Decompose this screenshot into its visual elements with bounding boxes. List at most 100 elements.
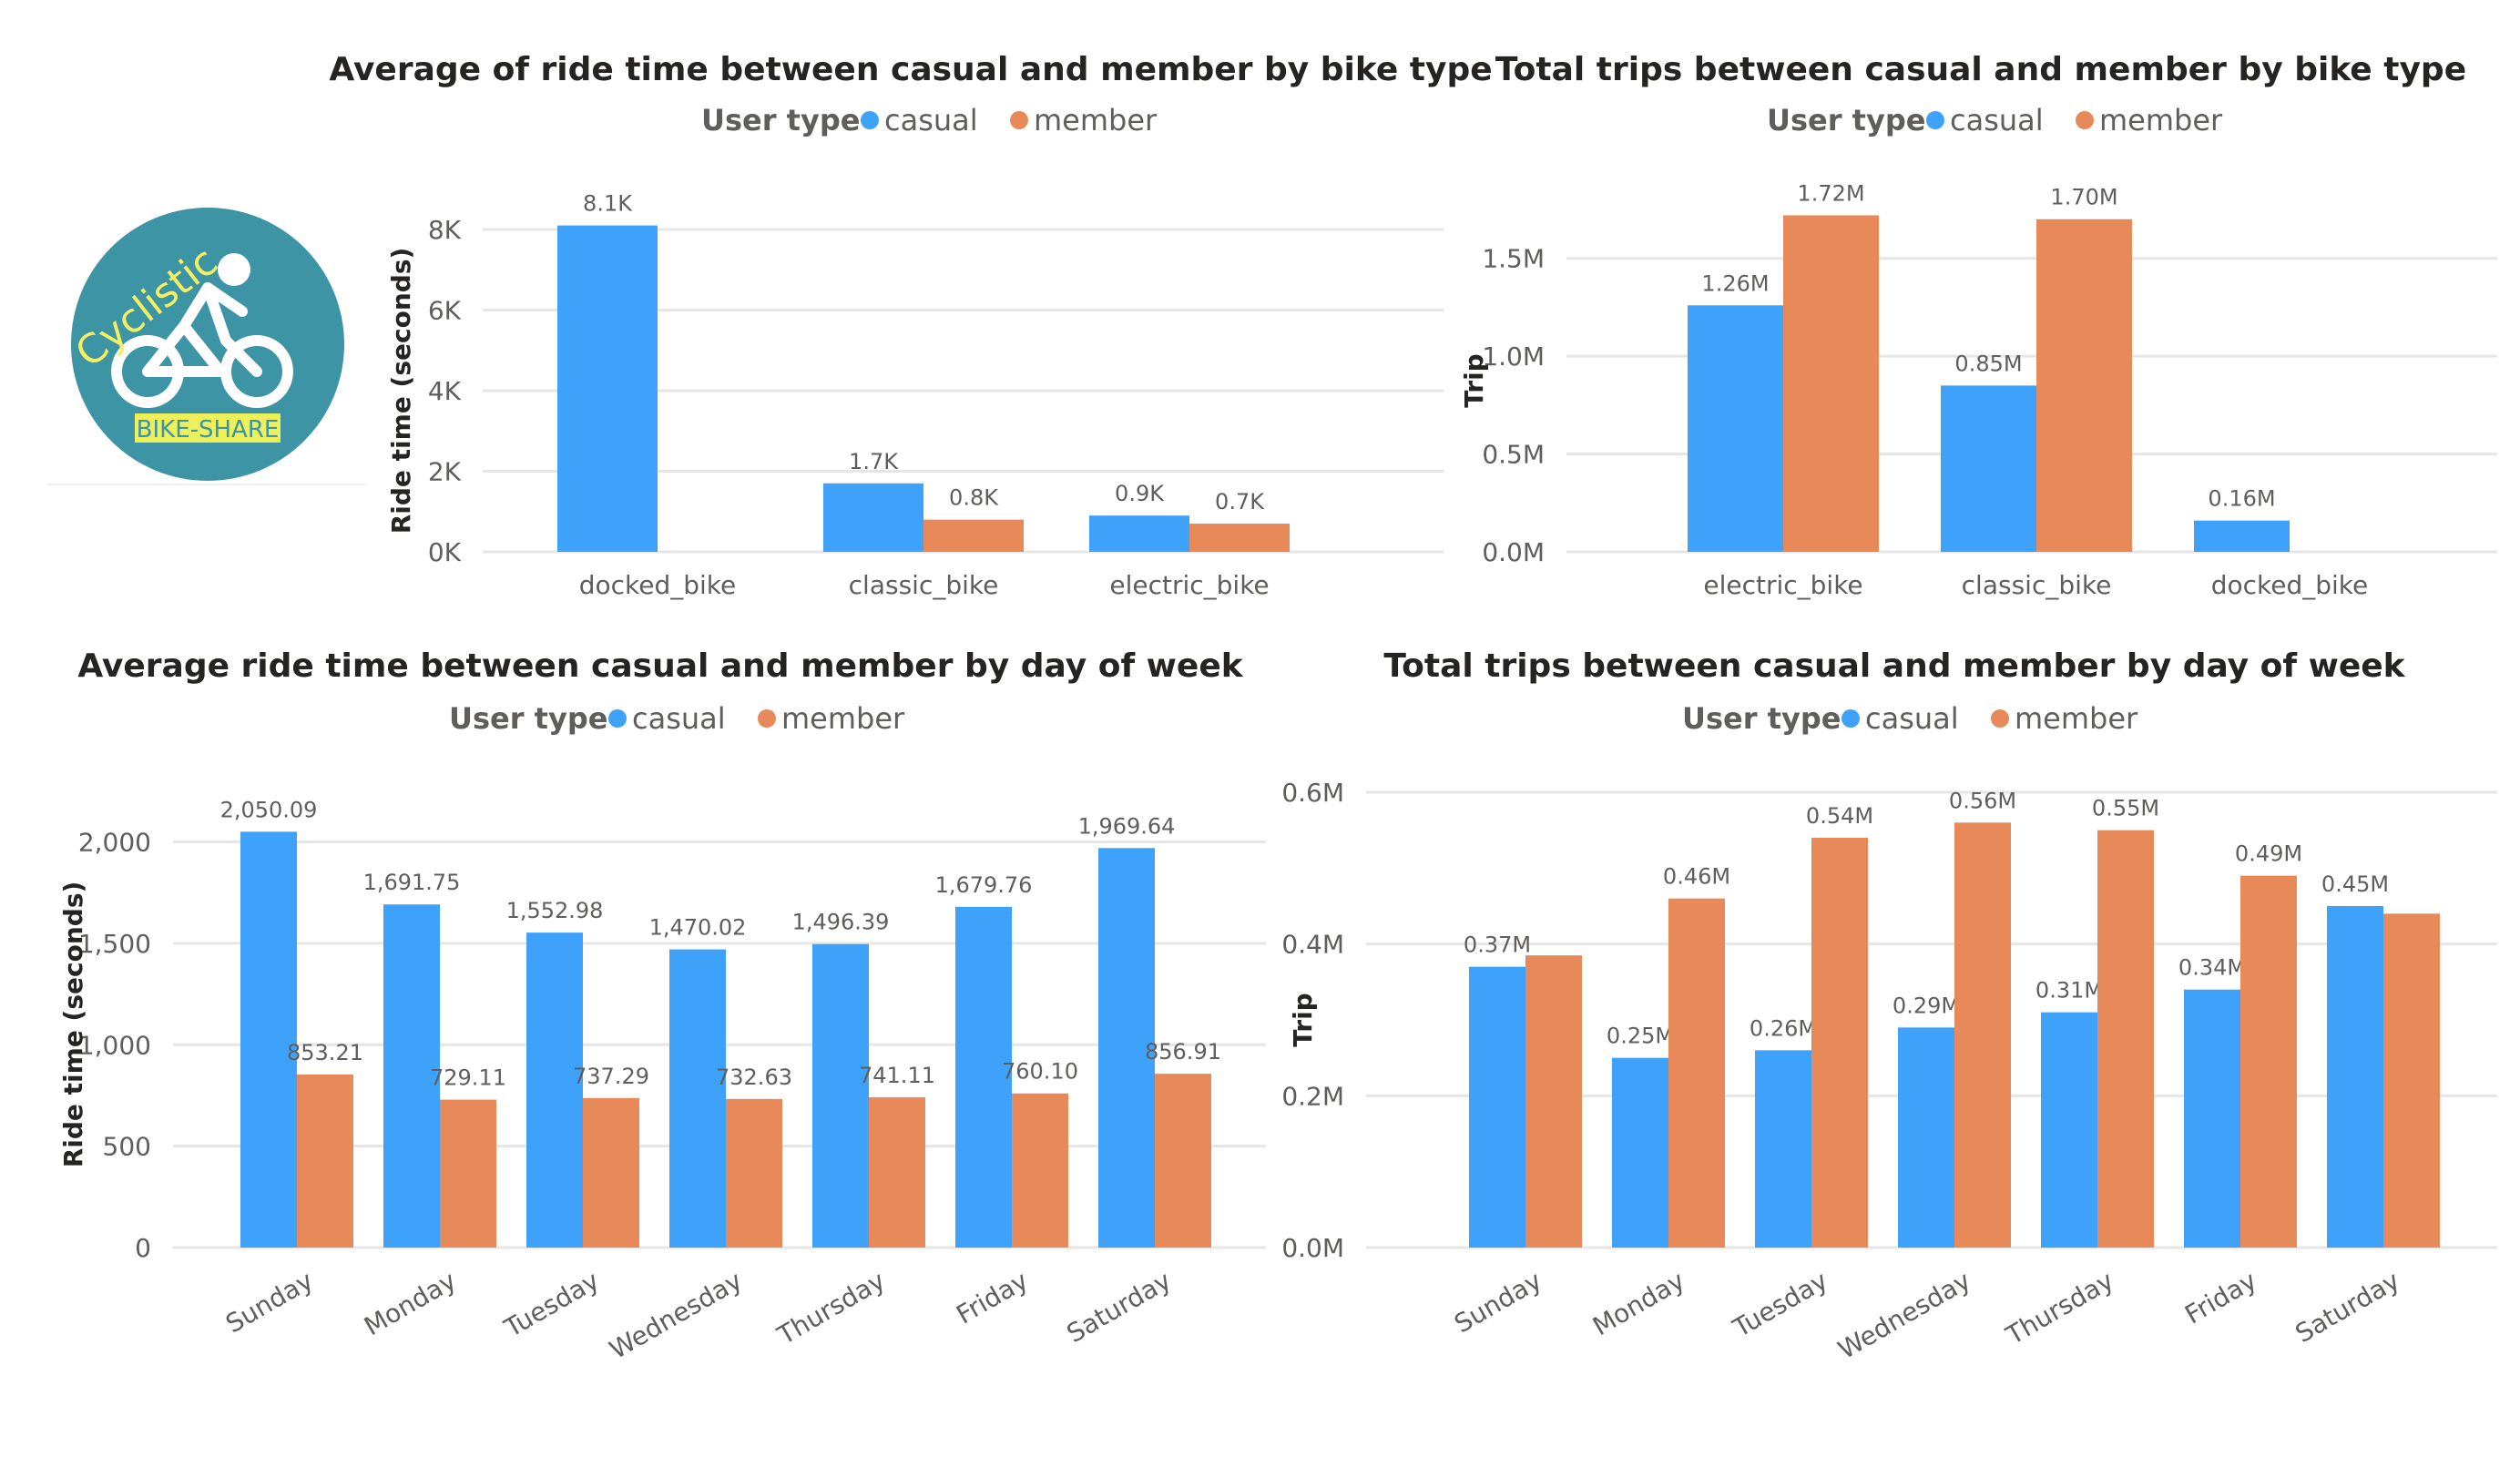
legend-item-casual[interactable]: casual <box>1950 103 2044 138</box>
data-label: 1,691.75 <box>363 870 461 895</box>
legend-item-casual[interactable]: casual <box>632 701 726 736</box>
bar-casual[interactable] <box>1941 385 2036 552</box>
data-label: 0.26M <box>1750 1015 1817 1041</box>
bar-casual[interactable] <box>1612 1057 1668 1248</box>
data-label: 0.56M <box>1949 788 2016 813</box>
y-axis-title: Trip <box>1459 353 1489 407</box>
legend-item-member[interactable]: member <box>781 701 905 736</box>
bar-casual[interactable] <box>1688 305 1783 552</box>
data-label: 853.21 <box>287 1040 363 1065</box>
data-label: 1.26M <box>1701 270 1769 296</box>
bar-member[interactable] <box>1954 822 2011 1248</box>
bar-member[interactable] <box>1668 898 1725 1248</box>
legend-item-member[interactable]: member <box>2099 103 2223 138</box>
data-label: 1,496.39 <box>792 910 890 935</box>
y-axis-title: Ride time (seconds) <box>58 881 88 1168</box>
logo-circle <box>71 208 344 481</box>
x-tick-label: Wednesday <box>1833 1265 1976 1365</box>
data-label: 0.45M <box>2321 871 2389 897</box>
bar-member[interactable] <box>923 519 1024 552</box>
data-label: 0.54M <box>1806 803 1873 829</box>
bar-casual[interactable] <box>526 932 583 1248</box>
bar-member[interactable] <box>297 1074 353 1248</box>
bar-member[interactable] <box>1189 524 1290 552</box>
data-label: 0.9K <box>1115 481 1165 506</box>
bar-casual[interactable] <box>812 943 869 1248</box>
legend-marker-casual <box>608 709 627 728</box>
x-tick-label: electric_bike <box>1703 570 1862 600</box>
y-tick-label: 8K <box>428 215 462 245</box>
data-label: 856.91 <box>1145 1039 1221 1065</box>
bar-casual[interactable] <box>1755 1050 1811 1248</box>
y-tick-label: 0.6M <box>1281 778 1344 808</box>
bar-casual[interactable] <box>669 949 726 1248</box>
legend-item-member[interactable]: member <box>1034 103 1158 138</box>
bar-member[interactable] <box>2097 830 2154 1248</box>
bar-member[interactable] <box>869 1096 925 1248</box>
y-tick-label: 0.4M <box>1281 930 1344 960</box>
legend-title: User type <box>449 701 607 736</box>
y-tick-label: 0.2M <box>1281 1081 1344 1111</box>
data-label: 0.34M <box>2178 955 2246 981</box>
bar-casual[interactable] <box>557 225 658 552</box>
data-label: 1,470.02 <box>649 915 747 941</box>
legend: User type casual member <box>701 103 1158 138</box>
bar-casual[interactable] <box>1098 848 1155 1248</box>
bar-member[interactable] <box>440 1099 496 1248</box>
data-label: 729.11 <box>430 1065 506 1091</box>
logo-badge-text: BIKE-SHARE <box>137 416 280 443</box>
legend-marker-member <box>1010 111 1028 129</box>
y-tick-label: 4K <box>428 376 462 406</box>
data-label: 1,552.98 <box>506 898 604 923</box>
bar-member[interactable] <box>1155 1074 1211 1248</box>
x-tick-label: Thursday <box>2000 1265 2118 1350</box>
data-label: 2,050.09 <box>220 797 318 822</box>
data-label: 1.7K <box>849 449 899 474</box>
chart-svg: Average ride time between casual and mem… <box>58 647 1266 1365</box>
data-label: 737.29 <box>573 1064 649 1089</box>
bar-casual[interactable] <box>1898 1027 1954 1248</box>
data-label: 0.85M <box>1954 351 2022 376</box>
bar-casual[interactable] <box>2184 989 2240 1248</box>
bar-casual[interactable] <box>823 483 923 552</box>
bar-member[interactable] <box>583 1097 639 1248</box>
legend-marker-member <box>758 709 776 728</box>
legend-item-casual[interactable]: casual <box>884 103 978 138</box>
bar-casual[interactable] <box>383 904 440 1248</box>
bar-member[interactable] <box>726 1098 782 1248</box>
legend-title: User type <box>1682 701 1841 736</box>
data-label: 0.29M <box>1893 993 1960 1018</box>
y-tick-label: 0.0M <box>1281 1233 1344 1263</box>
y-tick-label: 0 <box>135 1233 151 1263</box>
legend: User type casual member <box>1767 103 2223 138</box>
y-tick-label: 500 <box>103 1132 151 1162</box>
legend-marker-member <box>1991 709 2009 728</box>
y-tick-label: 0K <box>428 537 462 567</box>
legend-item-casual[interactable]: casual <box>1865 701 1959 736</box>
x-tick-label: Tuesday <box>1727 1265 1832 1343</box>
data-label: 0.25M <box>1607 1024 1674 1049</box>
legend: User type casual member <box>1682 701 2138 736</box>
bar-casual[interactable] <box>2327 906 2383 1248</box>
bar-casual[interactable] <box>1469 966 1525 1248</box>
chart-avg-ride-time-by-bike-type: Average of ride time between casual and … <box>0 0 1492 637</box>
bar-member[interactable] <box>1525 955 1582 1248</box>
legend-item-member[interactable]: member <box>2015 701 2138 736</box>
bar-member[interactable] <box>1783 215 1879 552</box>
x-tick-label: Saturday <box>2290 1265 2405 1349</box>
data-label: 0.7K <box>1215 489 1265 515</box>
bar-casual[interactable] <box>1089 515 1189 552</box>
x-tick-label: classic_bike <box>849 570 999 600</box>
bar-member[interactable] <box>2240 875 2297 1248</box>
cyclist-head-icon <box>218 253 250 286</box>
bar-member[interactable] <box>1811 838 1868 1248</box>
bar-casual[interactable] <box>2041 1012 2097 1248</box>
bar-casual[interactable] <box>240 831 297 1248</box>
y-axis-title: Trip <box>1288 993 1318 1046</box>
bar-casual[interactable] <box>2194 520 2290 552</box>
bar-member[interactable] <box>2383 913 2440 1248</box>
bar-casual[interactable] <box>955 906 1012 1248</box>
bar-member[interactable] <box>1012 1093 1068 1248</box>
y-tick-label: 6K <box>428 296 462 326</box>
bar-member[interactable] <box>2036 219 2132 552</box>
